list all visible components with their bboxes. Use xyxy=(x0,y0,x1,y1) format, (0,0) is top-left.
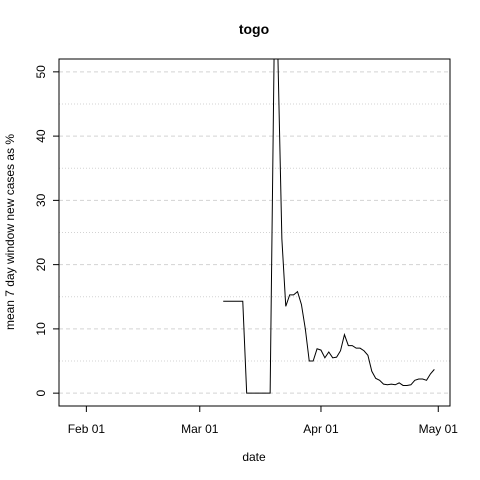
plot-frame xyxy=(58,58,451,407)
x-axis-label: date xyxy=(242,450,266,464)
gridlines xyxy=(59,71,450,394)
y-axis-label: mean 7 day window new cases as % xyxy=(3,134,17,330)
x-tick-label: Apr 01 xyxy=(303,422,339,436)
y-tick-label: 50 xyxy=(34,65,48,79)
y-tick-label: 0 xyxy=(34,389,48,396)
y-tick-label: 30 xyxy=(34,193,48,207)
x-tick-label: Feb 01 xyxy=(68,422,106,436)
series-layer xyxy=(223,59,435,394)
y-tick-label: 20 xyxy=(34,258,48,272)
x-tick-label: May 01 xyxy=(419,422,459,436)
x-tick-label: Mar 01 xyxy=(181,422,219,436)
y-tick-label: 40 xyxy=(34,129,48,143)
x-axis: Feb 01 Mar 01 Apr 01 May 01 xyxy=(68,406,459,436)
chart-title: togo xyxy=(239,21,269,37)
y-axis: 0 10 20 30 40 50 xyxy=(34,65,59,396)
y-tick-label: 10 xyxy=(34,322,48,336)
series-line-0 xyxy=(223,59,435,394)
